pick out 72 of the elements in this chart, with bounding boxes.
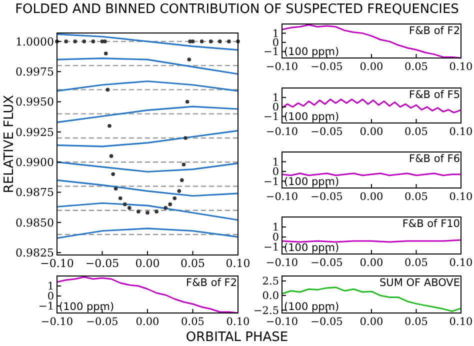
x-tick-label: −0.10	[40, 316, 74, 328]
y-tick-label: −1	[38, 300, 54, 313]
annotation: (100 ppm)	[284, 111, 340, 123]
x-tick-label: −0.10	[266, 316, 298, 328]
x-tick-label: −0.05	[310, 61, 343, 73]
annotation: (100 ppm)	[284, 301, 340, 313]
x-tick-label: 0.05	[404, 316, 428, 328]
x-tick-label: −0.05	[310, 316, 343, 328]
x-tick-label: 0.00	[135, 257, 160, 270]
y-tick-label: 0.9875	[16, 186, 54, 200]
x-tick-label: 0.10	[449, 191, 473, 203]
x-tick-label: 0.05	[181, 316, 204, 328]
annotation: F&B of F10	[402, 218, 460, 230]
x-tick-label: −0.10	[266, 126, 298, 138]
y-tick-label: 1.0000	[16, 35, 54, 48]
x-tick-label: −0.05	[86, 316, 118, 328]
y-axis-title: RELATIVE FLUX	[2, 94, 17, 194]
y-tick-label: 0	[272, 232, 279, 244]
annotation: F&B of F6	[409, 153, 460, 165]
x-tick-label: 0.00	[360, 257, 384, 269]
x-tick-label: 0.00	[360, 61, 384, 73]
x-tick-label: 0.00	[136, 316, 160, 328]
annotation: F&B of F5	[409, 89, 460, 101]
x-tick-label: 0.10	[449, 257, 473, 269]
annotation: (100 ppm)	[59, 301, 114, 313]
annotation: (100 ppm)	[284, 242, 340, 254]
y-tick-label: −2.5	[254, 304, 279, 317]
x-tick-label: 0.05	[404, 191, 428, 203]
y-tick-label: −1	[264, 176, 279, 188]
y-tick-label: 0.0	[262, 290, 279, 302]
y-tick-label: −1	[264, 111, 279, 124]
y-tick-label: 0	[272, 166, 279, 178]
y-tick-label: 1	[272, 156, 279, 168]
chart-title: FOLDED AND BINNED CONTRIBUTION OF SUSPECTED FREQUENCIES	[15, 2, 459, 17]
annotation: (100 ppm)	[284, 46, 340, 58]
x-axis-title: ORBITAL PHASE	[186, 330, 288, 345]
x-tick-label: 0.10	[449, 126, 473, 138]
x-tick-label: 0.10	[226, 316, 250, 328]
x-tick-label: 0.10	[449, 316, 473, 328]
y-tick-label: 2.5	[262, 276, 279, 288]
y-tick-label: 0.9850	[16, 216, 54, 230]
x-tick-label: −0.10	[40, 257, 74, 270]
y-tick-label: 0.9900	[16, 156, 54, 169]
y-tick-label: 1	[272, 222, 279, 234]
x-tick-label: −0.05	[310, 126, 343, 138]
x-tick-label: 0.05	[404, 126, 428, 138]
x-tick-label: 0.00	[360, 191, 384, 203]
x-tick-label: 0.05	[404, 61, 428, 73]
annotation: (100 ppm)	[284, 176, 340, 188]
y-tick-label: 0	[47, 290, 54, 303]
x-tick-label: 0.00	[360, 126, 384, 138]
x-tick-label: 0.05	[404, 257, 428, 269]
annotation: SUM OF ABOVE	[380, 277, 460, 289]
x-tick-label: 0.10	[226, 257, 250, 270]
x-tick-label: 0.00	[360, 316, 384, 328]
y-tick-label: 1	[47, 280, 54, 293]
y-tick-label: −1	[264, 242, 279, 254]
x-tick-label: −0.10	[266, 191, 298, 203]
x-tick-label: −0.05	[310, 257, 343, 269]
x-tick-label: −0.05	[85, 257, 120, 270]
y-tick-label: 0.9925	[16, 126, 54, 139]
x-tick-label: −0.10	[266, 257, 298, 269]
x-tick-label: −0.10	[266, 61, 298, 73]
annotation: F&B of F2	[409, 25, 460, 37]
x-tick-label: 0.05	[180, 257, 205, 270]
y-tick-label: −1	[264, 46, 279, 58]
y-tick-label: 0.9975	[16, 65, 54, 78]
y-tick-label: 0.9950	[16, 96, 54, 109]
x-tick-label: −0.05	[310, 191, 343, 203]
x-tick-label: 0.10	[449, 61, 473, 73]
y-tick-label: 0.9825	[16, 246, 54, 260]
annotation: F&B of F2	[186, 277, 237, 289]
